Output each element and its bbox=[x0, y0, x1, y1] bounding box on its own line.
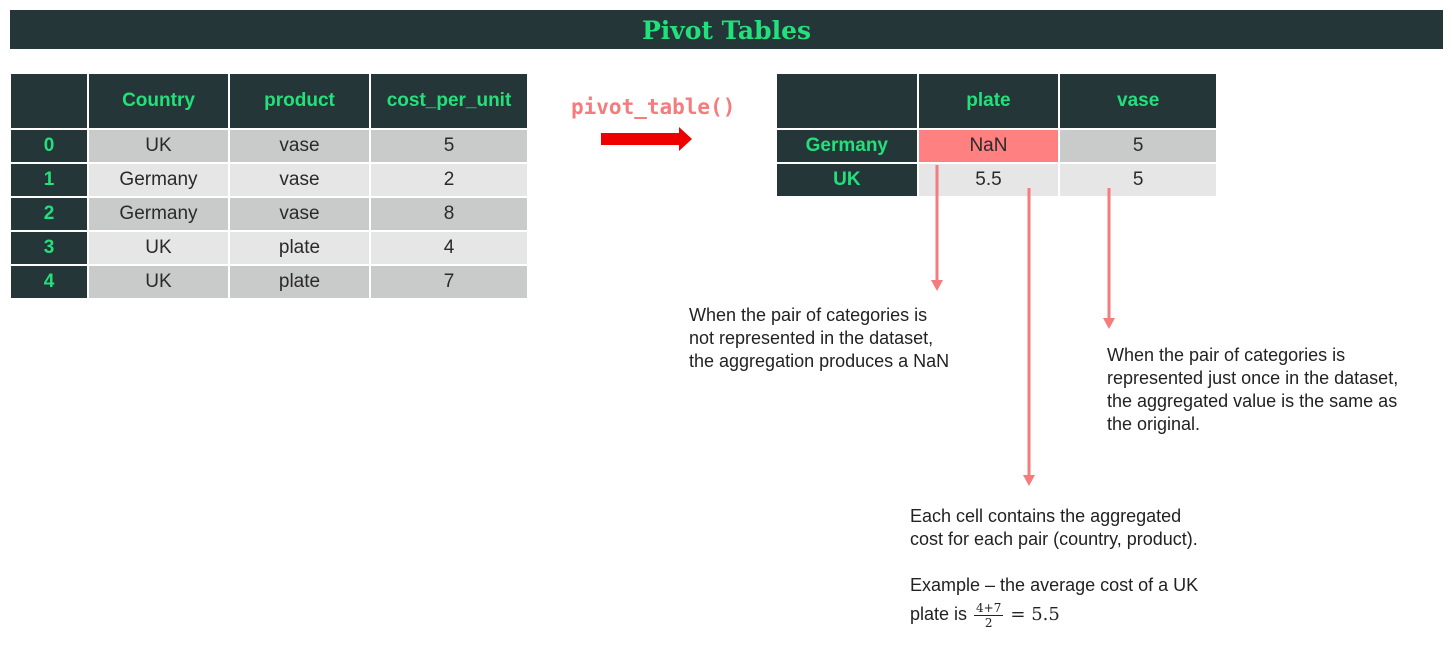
example-line-1: Example – the average cost of a UK bbox=[910, 575, 1199, 595]
row-index: 1 bbox=[11, 164, 87, 196]
row-index: UK bbox=[777, 164, 917, 196]
row-index: 4 bbox=[11, 266, 87, 298]
country-cell: UK bbox=[89, 232, 228, 264]
fraction-numerator: 4+7 bbox=[974, 600, 1004, 616]
table-row: 4 UK plate 7 bbox=[11, 266, 527, 298]
source-table: Country product cost_per_unit 0 UK vase … bbox=[9, 72, 529, 300]
cost-cell: 8 bbox=[371, 198, 527, 230]
product-cell: plate bbox=[230, 232, 369, 264]
row-index: 3 bbox=[11, 232, 87, 264]
example-result: = 5.5 bbox=[1010, 604, 1060, 625]
plate-cell: 5.5 bbox=[918, 164, 1059, 196]
pivot-table: plate vase Germany NaN 5 UK 5.5 5 bbox=[775, 72, 1218, 198]
product-cell: vase bbox=[230, 164, 369, 196]
average-annotation-arrow bbox=[1023, 188, 1035, 486]
once-annotation-arrow bbox=[1103, 188, 1115, 329]
example-line-2: plate is 4+7 2 = 5.5 bbox=[910, 597, 1250, 632]
table-row: 3 UK plate 4 bbox=[11, 232, 527, 264]
example-fraction: 4+7 2 bbox=[974, 600, 1004, 630]
pivot-header-plate: plate bbox=[918, 74, 1059, 128]
table-row: UK 5.5 5 bbox=[777, 164, 1216, 196]
transform-arrow bbox=[601, 127, 692, 151]
nan-annotation-arrow bbox=[931, 165, 943, 291]
cost-cell: 5 bbox=[371, 130, 527, 162]
row-index: 0 bbox=[11, 130, 87, 162]
pivot-function-label: pivot_table() bbox=[571, 95, 736, 119]
row-index: Germany bbox=[777, 130, 917, 162]
vase-cell: 5 bbox=[1060, 130, 1216, 162]
pivot-header-vase: vase bbox=[1060, 74, 1216, 128]
source-header-index bbox=[11, 74, 87, 128]
vase-cell: 5 bbox=[1060, 164, 1216, 196]
row-index: 2 bbox=[11, 198, 87, 230]
table-row: 1 Germany vase 2 bbox=[11, 164, 527, 196]
source-header-product: product bbox=[230, 74, 369, 128]
country-cell: UK bbox=[89, 266, 228, 298]
nan-note: When the pair of categories is not repre… bbox=[689, 305, 950, 371]
table-row: Germany NaN 5 bbox=[777, 130, 1216, 162]
pivot-header-index bbox=[777, 74, 917, 128]
country-cell: Germany bbox=[89, 164, 228, 196]
table-row: 2 Germany vase 8 bbox=[11, 198, 527, 230]
source-header-country: Country bbox=[89, 74, 228, 128]
table-row: 0 UK vase 5 bbox=[11, 130, 527, 162]
page-title: Pivot Tables bbox=[641, 16, 812, 45]
source-header-cost: cost_per_unit bbox=[371, 74, 527, 128]
example-prefix: plate is bbox=[910, 604, 973, 624]
product-cell: vase bbox=[230, 130, 369, 162]
plate-cell-nan: NaN bbox=[918, 130, 1059, 162]
product-cell: vase bbox=[230, 198, 369, 230]
once-note: When the pair of categories is represent… bbox=[1107, 345, 1399, 434]
product-cell: plate bbox=[230, 266, 369, 298]
cost-cell: 2 bbox=[371, 164, 527, 196]
each-cell-note: Each cell contains the aggregated cost f… bbox=[910, 506, 1198, 549]
cost-cell: 7 bbox=[371, 266, 527, 298]
cost-cell: 4 bbox=[371, 232, 527, 264]
country-cell: UK bbox=[89, 130, 228, 162]
country-cell: Germany bbox=[89, 198, 228, 230]
title-bar: Pivot Tables bbox=[10, 10, 1443, 49]
fraction-denominator: 2 bbox=[984, 615, 993, 630]
